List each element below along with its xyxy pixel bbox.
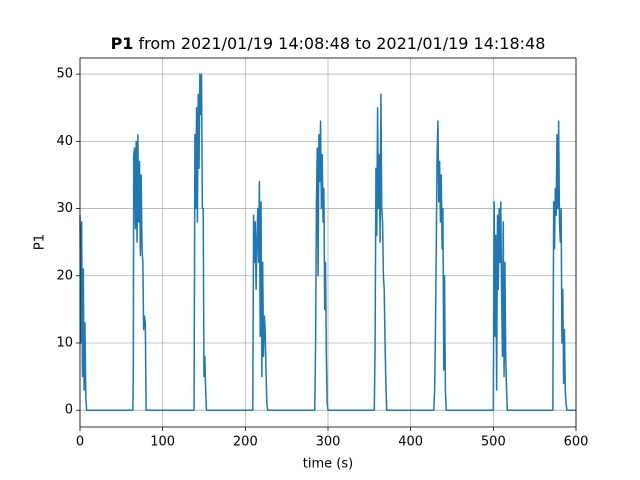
- x-tick-label: 300: [316, 435, 341, 450]
- title-rest: from 2021/01/19 14:08:48 to 2021/01/19 1…: [139, 34, 546, 53]
- chart-title: P1 from 2021/01/19 14:08:48 to 2021/01/1…: [111, 34, 546, 53]
- title-bold: P1: [111, 34, 134, 53]
- y-tick-label: 50: [56, 67, 73, 82]
- x-tick-label: 200: [233, 435, 258, 450]
- y-tick-label: 10: [56, 335, 73, 350]
- x-tick-label: 0: [76, 435, 84, 450]
- x-tick-label: 500: [481, 435, 506, 450]
- plot-frame: [79, 57, 577, 428]
- data-line: [79, 73, 576, 411]
- x-axis-label: time (s): [303, 457, 353, 472]
- x-tick-label: 100: [150, 435, 175, 450]
- x-tick-label: 400: [398, 435, 423, 450]
- y-tick-label: 20: [56, 268, 73, 283]
- y-tick-label: 30: [56, 201, 73, 216]
- y-tick-label: 40: [56, 134, 73, 149]
- y-axis-label: P1: [33, 234, 48, 250]
- y-tick-label: 0: [65, 403, 73, 418]
- x-tick-label: 600: [564, 435, 589, 450]
